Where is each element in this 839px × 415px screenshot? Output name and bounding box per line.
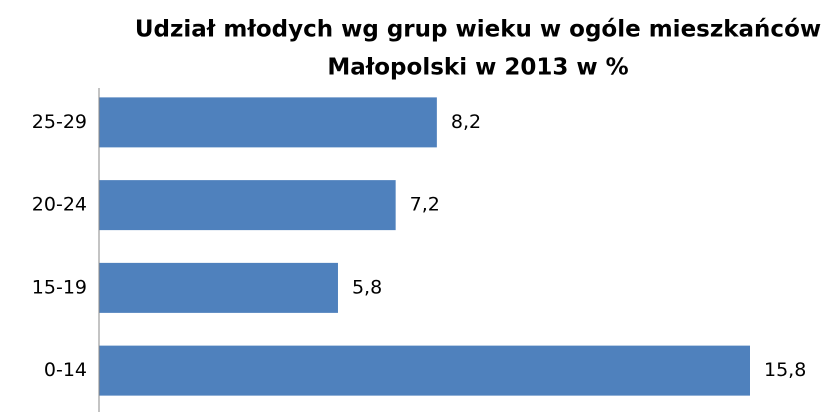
bar <box>99 262 338 313</box>
bar <box>99 345 750 396</box>
data-label: 8,2 <box>451 111 481 133</box>
y-tick-label: 25-29 <box>32 111 87 133</box>
y-tick-label: 0-14 <box>44 359 87 381</box>
bar <box>99 180 396 231</box>
data-label: 15,8 <box>764 359 806 381</box>
y-tick-label: 15-19 <box>32 276 87 298</box>
chart-title: Małopolski w 2013 w % <box>327 55 628 81</box>
data-label: 5,8 <box>352 276 382 298</box>
y-tick-label: 20-24 <box>32 194 87 216</box>
chart-title: Udział młodych wg grup wieku w ogóle mie… <box>135 17 821 43</box>
bar <box>99 97 437 148</box>
data-label: 7,2 <box>410 194 440 216</box>
